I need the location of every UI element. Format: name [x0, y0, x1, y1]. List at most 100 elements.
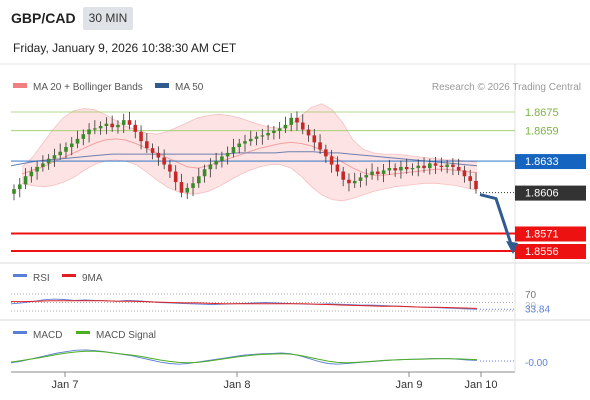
x-tick-label-2: Jan 9 — [396, 379, 423, 391]
candle-body — [335, 164, 340, 172]
candle-body — [439, 165, 444, 167]
candle-body — [93, 128, 97, 130]
candle-body — [404, 166, 409, 170]
candle-body — [376, 171, 380, 174]
candle-body — [312, 135, 317, 143]
legend-swatch-macd-signal — [76, 331, 90, 334]
support-label-1.8556: 1.8556 — [525, 246, 559, 258]
projection-arrow-path — [479, 193, 514, 248]
candle-body — [289, 117, 293, 125]
candle-body — [283, 124, 288, 129]
legend-label-macd: MACD — [33, 330, 62, 341]
symbol-title: GBP/CAD — [11, 10, 76, 26]
candle-body — [393, 168, 397, 171]
candle-body — [127, 120, 132, 125]
candle-body — [52, 155, 57, 159]
source-note: Research © 2026 Trading Central — [432, 82, 581, 93]
candle-body — [173, 171, 178, 183]
candle-body — [133, 124, 138, 132]
candle-body — [272, 130, 276, 134]
rsi-current-label: 33.84 — [525, 304, 550, 315]
candle-body — [266, 133, 270, 136]
legend-label-macd-signal: MACD Signal — [96, 330, 156, 341]
candle-body — [197, 176, 201, 184]
support-tag-1.8556 — [515, 244, 586, 259]
candle-body — [254, 136, 259, 139]
candle-body — [64, 147, 68, 152]
candle-body — [191, 183, 195, 188]
legend-label-ma20: MA 20 + Bollinger Bands — [33, 82, 143, 93]
candle-body — [381, 170, 386, 174]
candle-body — [168, 164, 172, 172]
timeframe-button[interactable]: 30 MIN — [83, 7, 133, 30]
candle-body — [422, 165, 426, 169]
candle-body — [433, 163, 438, 166]
projection-arrow-head — [506, 241, 518, 254]
candle-body — [225, 152, 230, 157]
x-tick-label-1: Jan 8 — [224, 379, 251, 391]
candle-body — [139, 131, 143, 142]
candle-body — [81, 134, 86, 139]
bollinger-upper-line — [21, 103, 478, 168]
candle-body — [75, 138, 80, 144]
candle-body — [220, 156, 224, 162]
candle-body — [208, 164, 213, 170]
candle-body — [277, 128, 282, 131]
candle-body — [17, 184, 22, 190]
datetime-label: Friday, January 9, 2026 10:38:30 AM CET — [13, 41, 237, 55]
candle-body — [428, 163, 432, 169]
candle-body — [179, 182, 184, 193]
ma50-line — [10, 151, 478, 167]
support-tag-1.8571 — [515, 226, 586, 242]
candle-body — [358, 177, 363, 181]
candle-body — [416, 165, 421, 169]
candle-body — [150, 148, 155, 153]
candle-body — [352, 180, 357, 184]
candle-body — [364, 175, 369, 178]
candle-body — [248, 138, 253, 142]
legend-swatch-ma50 — [155, 83, 169, 88]
legend-label-ma50: MA 50 — [175, 82, 204, 93]
candle-body — [260, 135, 265, 137]
legend-swatch-ma20 — [13, 83, 27, 88]
macd-current-label: -0.00 — [525, 358, 548, 369]
candle-body — [456, 166, 461, 171]
candle-body — [58, 151, 62, 156]
last-price-tag — [515, 185, 586, 201]
candle-body — [29, 171, 34, 177]
candle-body — [231, 147, 236, 153]
candle-body — [341, 171, 345, 180]
macd-signal-line — [10, 350, 478, 364]
candle-body — [300, 122, 305, 130]
candle-body — [12, 189, 16, 194]
candle-body — [185, 187, 190, 193]
candle-body — [162, 157, 166, 165]
candle-body — [156, 152, 161, 158]
candle-body — [306, 129, 311, 136]
pivot-tag — [515, 154, 586, 170]
candle-body — [110, 123, 114, 128]
x-tick-label-3: Jan 10 — [464, 379, 497, 391]
candle-body — [399, 166, 403, 171]
candle-body — [451, 164, 455, 167]
candle-body — [35, 166, 39, 172]
x-tick-label-0: Jan 7 — [52, 379, 79, 391]
candle-body — [347, 179, 351, 184]
candle-body — [116, 124, 120, 128]
candle-body — [243, 141, 247, 144]
candle-body — [324, 149, 328, 157]
candle-body — [214, 161, 218, 165]
candle-body — [295, 117, 299, 123]
candle-body — [87, 129, 91, 135]
candle-body — [329, 156, 334, 165]
resistance-label-1.8659: 1.8659 — [525, 126, 559, 138]
candle-body — [237, 143, 242, 148]
bollinger-lower-line — [21, 159, 478, 202]
rsi-ma-line — [11, 300, 478, 309]
legend-swatch-rsi — [13, 274, 27, 277]
candle-body — [202, 169, 207, 177]
support-label-1.8571: 1.8571 — [525, 228, 559, 240]
legend-swatch-rsi-ma — [62, 274, 76, 277]
